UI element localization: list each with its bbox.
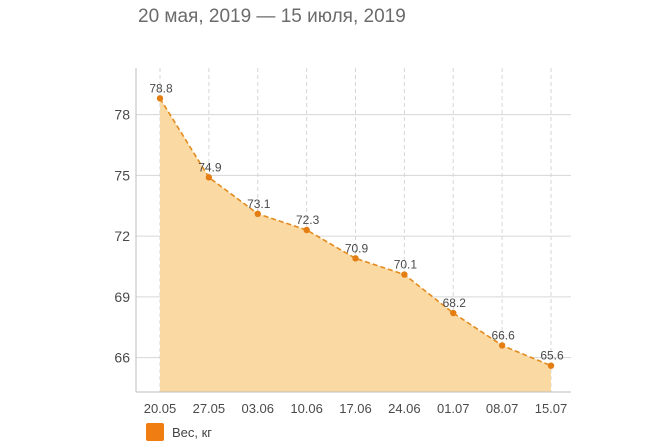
series-line bbox=[159, 97, 552, 367]
area-fill bbox=[160, 98, 551, 392]
series-line-layer bbox=[159, 97, 552, 367]
data-label: 72.3 bbox=[296, 213, 320, 227]
x-tick-label: 15.07 bbox=[535, 401, 568, 416]
data-label: 70.1 bbox=[394, 258, 418, 272]
data-point bbox=[450, 309, 457, 317]
x-tick-label: 20.05 bbox=[144, 401, 177, 416]
weight-chart: 78.874.973.172.370.970.168.266.665.6 666… bbox=[114, 68, 571, 416]
data-label: 66.6 bbox=[491, 328, 515, 342]
x-tick-label: 10.06 bbox=[290, 401, 323, 416]
legend-swatch-icon bbox=[146, 423, 164, 441]
data-label: 78.8 bbox=[149, 81, 173, 95]
y-tick-label: 69 bbox=[114, 289, 130, 305]
x-tick-label: 01.07 bbox=[437, 401, 470, 416]
data-points bbox=[156, 95, 555, 369]
x-axis-ticks: 20.05 27.05 03.06 10.06 17.06 24.06 01.07 08.07… bbox=[144, 401, 568, 416]
data-label: 73.1 bbox=[247, 197, 271, 211]
data-point bbox=[401, 271, 408, 278]
data-point bbox=[498, 342, 506, 349]
x-tick-label: 24.06 bbox=[388, 401, 421, 416]
legend-label: Вес, кг bbox=[172, 424, 213, 440]
data-label: 74.9 bbox=[198, 160, 222, 174]
data-point bbox=[156, 95, 164, 102]
date-range-title: 20 мая, 2019 — 15 июля, 2019 bbox=[138, 6, 406, 27]
data-point bbox=[205, 174, 213, 181]
area-layer bbox=[160, 98, 551, 392]
axes bbox=[135, 68, 571, 393]
legend[interactable]: Вес, кг bbox=[146, 423, 212, 441]
data-point bbox=[254, 210, 261, 217]
data-labels: 78.8 74.9 73.1 72.3 70.9 70.1 68.2 66.6 65.6 bbox=[149, 81, 564, 362]
x-tick-label: 03.06 bbox=[241, 401, 274, 416]
y-tick-label: 78 bbox=[114, 107, 130, 123]
x-tick-label: 17.06 bbox=[339, 401, 372, 416]
x-tick-label: 08.07 bbox=[486, 401, 519, 416]
data-point bbox=[352, 255, 359, 262]
y-axis-ticks: 66 69 72 75 78 bbox=[114, 107, 130, 366]
y-tick-label: 66 bbox=[114, 350, 130, 366]
data-point bbox=[303, 226, 310, 234]
data-label: 68.2 bbox=[443, 296, 467, 310]
data-label: 65.6 bbox=[540, 349, 564, 363]
y-tick-label: 72 bbox=[114, 228, 130, 244]
y-tick-label: 75 bbox=[114, 167, 130, 183]
x-tick-label: 27.05 bbox=[193, 401, 226, 416]
data-point bbox=[547, 362, 555, 369]
data-label: 70.9 bbox=[345, 241, 369, 255]
